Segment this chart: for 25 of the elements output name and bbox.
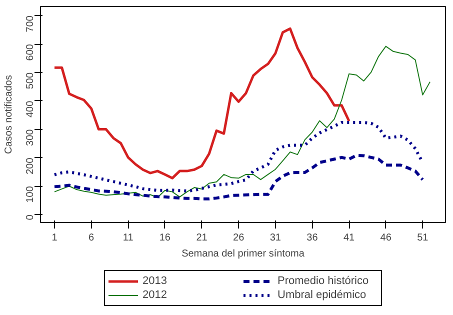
x-tick-label: 41 — [343, 232, 356, 244]
x-tick-label: 36 — [306, 232, 318, 244]
y-tick-label: 100 — [25, 186, 36, 203]
y-axis-title: Casos notificados — [4, 75, 14, 154]
y-tick-label: 400 — [25, 100, 36, 118]
x-tick-label: 46 — [380, 232, 392, 244]
y-tick-label: 700 — [25, 15, 36, 32]
legend-label: 2012 — [142, 288, 168, 302]
x-tick-label: 16 — [159, 232, 171, 244]
x-tick-label: 6 — [88, 232, 95, 244]
y-tick-label: 500 — [25, 72, 36, 90]
y-tick-label: 600 — [25, 44, 36, 61]
x-tick-label: 21 — [196, 232, 208, 244]
x-tick-label: 11 — [122, 232, 134, 244]
x-axis-title: Semana del primer síntoma — [182, 248, 305, 260]
legend-label: Umbral epidémico — [278, 288, 368, 302]
legend-label: 2013 — [142, 274, 168, 288]
y-tick-label: 200 — [25, 157, 36, 174]
legend-label: Promedio histórico — [278, 274, 370, 288]
x-tick-label: 31 — [270, 232, 282, 244]
y-tick-label: 0 — [25, 214, 36, 220]
x-tick-label: 51 — [417, 232, 429, 244]
x-tick-label: 26 — [233, 232, 245, 244]
y-tick-label: 300 — [25, 128, 36, 146]
x-tick-label: 1 — [52, 232, 58, 244]
